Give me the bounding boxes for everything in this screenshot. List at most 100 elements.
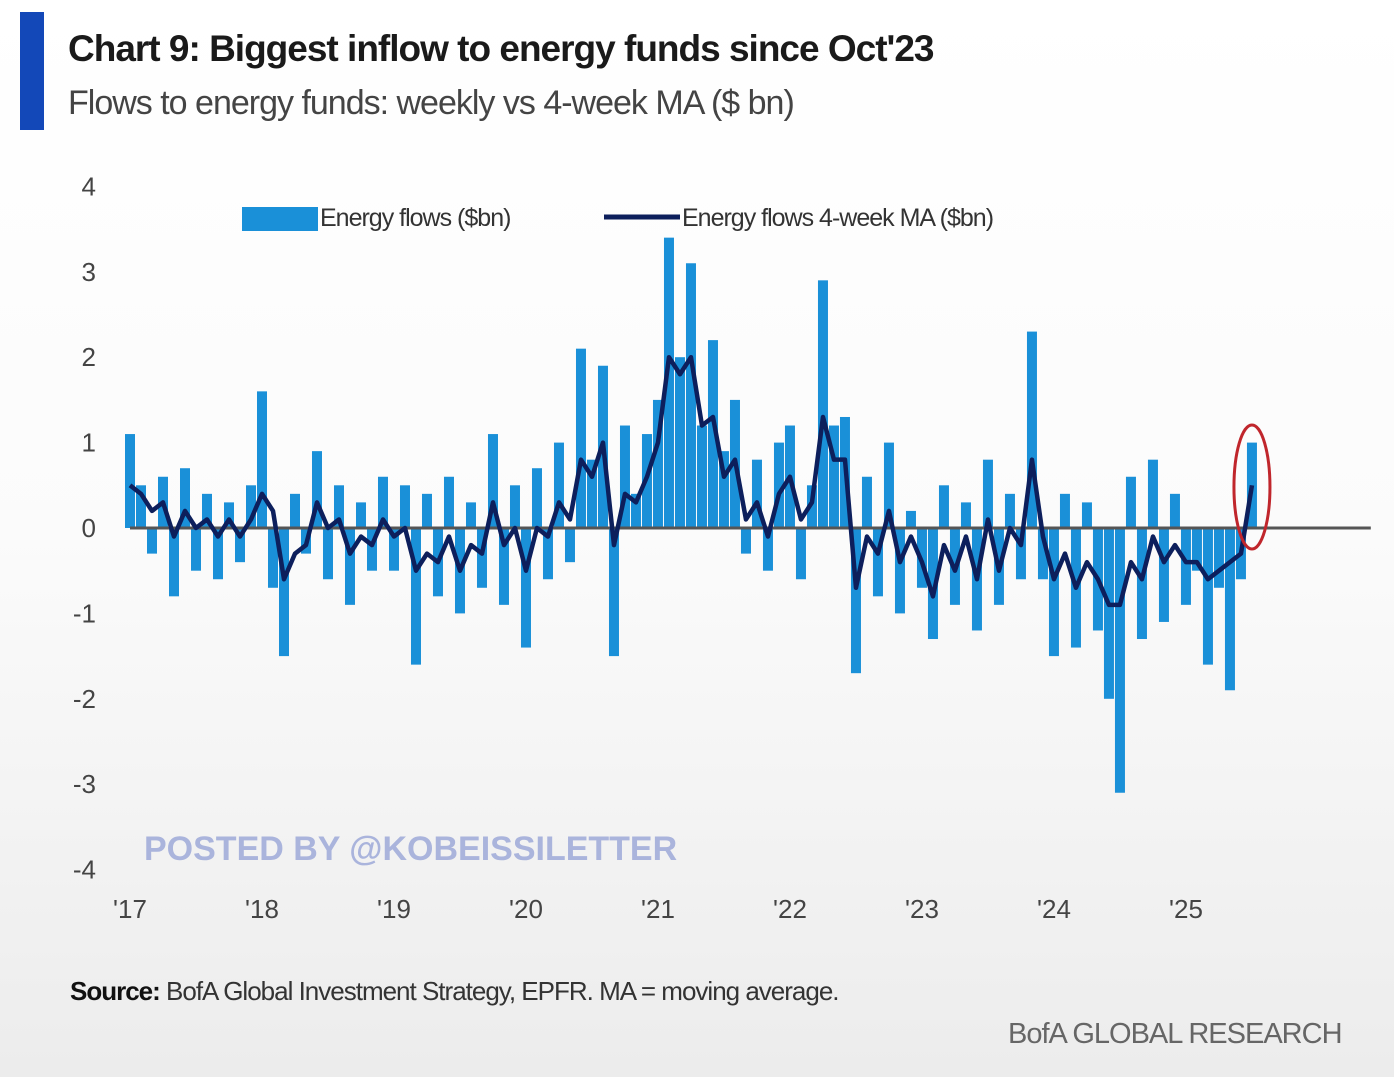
bar (476, 528, 487, 588)
bar (806, 485, 817, 528)
x-tick-label: '20 (509, 894, 543, 924)
bar (1213, 528, 1224, 588)
bar (289, 493, 300, 528)
bar (795, 528, 806, 580)
bar (1158, 528, 1169, 622)
bar (245, 485, 256, 528)
bar (410, 528, 421, 665)
x-tick-label: '21 (641, 894, 675, 924)
x-axis-ticks: '17 '18 '19 '20 '21 '22 '23 '24 '25 (113, 894, 1203, 924)
bar (762, 528, 773, 571)
y-tick-label: 3 (82, 257, 96, 287)
bar (278, 528, 289, 657)
bar (663, 237, 674, 528)
brand-label: BofA GLOBAL RESEARCH (1008, 1018, 1343, 1050)
ma-line (128, 354, 1255, 608)
bar (1081, 502, 1092, 528)
watermark: POSTED BY @KOBEISSILETTER (144, 830, 677, 868)
bar (619, 425, 630, 528)
bar (1136, 528, 1147, 640)
bar (333, 485, 344, 528)
bar (553, 442, 564, 528)
bar (564, 528, 575, 563)
highlight-ellipse (1232, 423, 1272, 551)
bar (135, 485, 146, 528)
bar (267, 528, 278, 588)
bar (894, 528, 905, 614)
source-label: Source: (70, 976, 161, 1006)
bar (1103, 528, 1114, 699)
bar (608, 528, 619, 657)
bar (366, 528, 377, 571)
legend-label-bars: Energy flows ($bn) (320, 204, 510, 232)
x-tick-label: '22 (773, 894, 807, 924)
legend-swatch-bars (242, 207, 318, 231)
bar-series (125, 237, 1257, 793)
bar (1048, 528, 1059, 657)
bar (696, 425, 707, 528)
bar (1191, 528, 1202, 571)
legend-label-line: Energy flows 4-week MA ($bn) (682, 204, 993, 232)
bar (498, 528, 509, 605)
chart-area: 4 3 2 1 0 -1 -2 -3 -4 '17 '18 '19 '20 '21 '22 '23 '24 '2… (73, 171, 1371, 924)
bar (443, 476, 454, 528)
bar (542, 528, 553, 580)
bar (487, 434, 498, 528)
bar (399, 485, 410, 528)
bar (1180, 528, 1191, 605)
bar (344, 528, 355, 605)
y-tick-label: -2 (73, 684, 96, 714)
y-tick-label: 4 (82, 171, 96, 201)
bar (531, 468, 542, 528)
bar (883, 442, 894, 528)
bar (465, 502, 476, 528)
chart-subtitle: Flows to energy funds: weekly vs 4-week … (68, 84, 795, 122)
x-tick-label: '17 (113, 894, 147, 924)
bar (355, 502, 366, 528)
bar (1004, 493, 1015, 528)
bar (575, 348, 586, 528)
x-tick-label: '25 (1169, 894, 1203, 924)
bar (927, 528, 938, 640)
y-tick-label: 0 (82, 513, 96, 543)
bar (212, 528, 223, 580)
bar (377, 476, 388, 528)
bar (685, 263, 696, 528)
y-tick-label: 1 (82, 428, 96, 458)
bar (1037, 528, 1048, 580)
bar (1224, 528, 1235, 691)
bar (817, 280, 828, 528)
bar (1026, 331, 1037, 528)
bar (1015, 528, 1026, 580)
bar (201, 493, 212, 528)
bar (190, 528, 201, 571)
source-note: Source: BofA Global Investment Strategy,… (70, 976, 840, 1007)
bar (388, 528, 399, 571)
bar (1125, 476, 1136, 528)
bar (179, 468, 190, 528)
bar (168, 528, 179, 597)
x-tick-label: '23 (905, 894, 939, 924)
bar (586, 459, 597, 528)
chart-title: Chart 9: Biggest inflow to energy funds … (68, 28, 935, 69)
y-tick-label: -1 (73, 598, 96, 628)
bar (982, 459, 993, 528)
bar (828, 425, 839, 528)
bar (1114, 528, 1125, 793)
bar (751, 459, 762, 528)
bar (938, 485, 949, 528)
bar (850, 528, 861, 674)
bar (1059, 493, 1070, 528)
y-tick-label: -3 (73, 769, 96, 799)
bar (652, 399, 663, 528)
bar (707, 340, 718, 528)
bar (740, 528, 751, 554)
bar (256, 391, 267, 528)
bar (223, 502, 234, 528)
bar (718, 451, 729, 528)
bar (773, 442, 784, 528)
bar (960, 502, 971, 528)
x-tick-label: '24 (1037, 894, 1071, 924)
x-tick-label: '18 (245, 894, 279, 924)
bar (1169, 493, 1180, 528)
